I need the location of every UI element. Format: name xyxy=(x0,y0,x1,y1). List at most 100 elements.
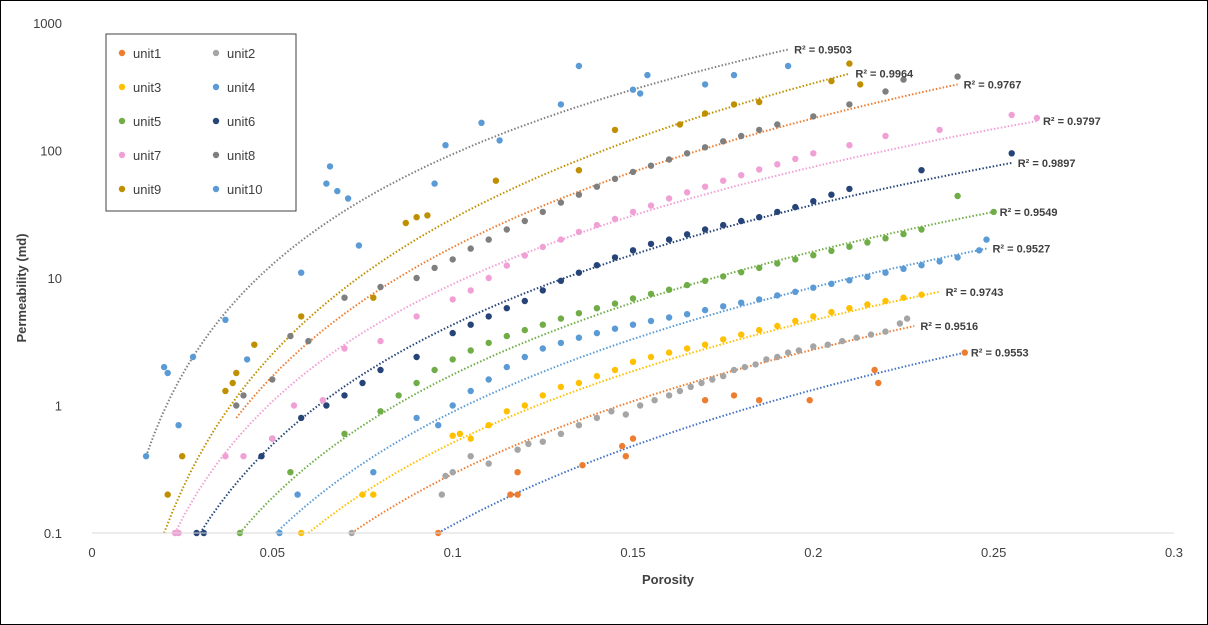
point-unit5 xyxy=(900,230,907,238)
point-unit4 xyxy=(449,402,456,409)
point-unit5 xyxy=(701,277,709,284)
point-unit2 xyxy=(557,430,565,437)
trendline-unit7 xyxy=(174,120,1038,534)
legend-marker-unit3 xyxy=(118,83,126,91)
y-axis-ticks: 0.1 1 10 100 1000 xyxy=(33,16,62,541)
point-unit5 xyxy=(413,379,420,387)
point-unit9 xyxy=(233,369,240,377)
point-unit7 xyxy=(846,142,853,149)
point-unit3 xyxy=(846,305,853,312)
point-unit10 xyxy=(784,62,792,70)
point-unit5 xyxy=(954,192,961,200)
point-unit6 xyxy=(521,297,528,305)
point-unit5 xyxy=(864,239,871,246)
point-unit7 xyxy=(701,183,709,190)
point-unit2 xyxy=(525,440,532,448)
legend-label-unit6: unit6 xyxy=(227,114,255,129)
y-tick-label: 1000 xyxy=(33,16,62,31)
point-unit6 xyxy=(683,231,691,238)
point-unit6 xyxy=(341,392,348,399)
point-unit4 xyxy=(485,376,492,383)
x-tick-label: 0 xyxy=(88,545,95,560)
point-unit9 xyxy=(251,341,258,348)
point-unit8 xyxy=(683,150,691,157)
point-unit2 xyxy=(442,472,449,480)
point-unit8 xyxy=(665,156,673,163)
point-unit6 xyxy=(539,287,546,294)
x-tick-label: 0.15 xyxy=(620,545,645,560)
trendline-unit6 xyxy=(199,161,1012,534)
point-unit1 xyxy=(875,379,882,387)
point-unit3 xyxy=(557,383,565,391)
trendline-unit2 xyxy=(351,325,915,534)
point-unit8 xyxy=(575,191,583,198)
point-unit8 xyxy=(557,199,565,206)
point-unit6 xyxy=(846,185,853,193)
r2-label-unit3: R² = 0.9743 xyxy=(946,287,1004,299)
x-tick-label: 0.2 xyxy=(804,545,822,560)
point-unit6 xyxy=(665,236,673,243)
x-tick-label: 0.1 xyxy=(444,545,462,560)
point-unit9 xyxy=(229,379,236,387)
point-unit9 xyxy=(575,167,583,174)
point-unit5 xyxy=(774,260,781,267)
point-unit1 xyxy=(507,491,514,498)
point-unit7 xyxy=(647,202,655,209)
point-unit10 xyxy=(164,369,171,377)
point-unit8 xyxy=(503,226,510,233)
point-unit3 xyxy=(593,372,601,380)
point-unit9 xyxy=(164,491,171,498)
legend-marker-unit5 xyxy=(118,117,126,125)
point-unit8 xyxy=(611,175,619,182)
point-unit3 xyxy=(539,392,546,399)
x-axis-ticks: 0 0.05 0.1 0.15 0.2 0.25 0.3 xyxy=(88,545,1183,560)
point-unit1 xyxy=(871,366,878,374)
point-unit6 xyxy=(918,167,925,174)
point-unit1 xyxy=(579,462,586,469)
point-unit7 xyxy=(720,177,727,184)
y-tick-label: 1 xyxy=(55,399,62,414)
point-unit10 xyxy=(431,180,438,187)
point-unit7 xyxy=(290,402,298,409)
point-unit1 xyxy=(629,435,637,442)
point-unit8 xyxy=(233,402,240,409)
point-unit4 xyxy=(294,491,301,498)
point-unit2 xyxy=(485,460,492,467)
point-unit5 xyxy=(341,430,348,437)
point-unit4 xyxy=(828,280,835,287)
point-unit8 xyxy=(647,162,655,169)
point-unit2 xyxy=(720,372,727,380)
point-unit6 xyxy=(1008,150,1015,157)
point-unit8 xyxy=(882,88,889,95)
point-unit3 xyxy=(449,432,456,439)
point-unit9 xyxy=(492,177,500,184)
point-unit6 xyxy=(774,208,781,216)
point-unit9 xyxy=(857,81,864,88)
point-unit2 xyxy=(709,376,716,383)
point-unit7 xyxy=(810,150,817,157)
y-tick-label: 0.1 xyxy=(44,526,62,541)
point-unit7 xyxy=(485,274,492,282)
point-unit9 xyxy=(611,126,619,134)
r2-label-unit9: R² = 0.9964 xyxy=(855,69,914,81)
point-unit9 xyxy=(298,313,305,320)
point-unit7 xyxy=(521,252,528,259)
point-unit4 xyxy=(900,265,907,272)
point-unit3 xyxy=(792,317,799,325)
point-unit5 xyxy=(521,326,528,334)
point-unit7 xyxy=(882,132,889,140)
point-unit7 xyxy=(683,189,691,196)
point-unit5 xyxy=(539,321,546,328)
trendline-unit8 xyxy=(235,83,958,419)
point-unit9 xyxy=(828,77,835,85)
point-unit2 xyxy=(593,414,601,422)
legend-marker-unit4 xyxy=(212,83,220,91)
point-unit8 xyxy=(377,283,384,291)
point-unit10 xyxy=(496,137,503,144)
data-points xyxy=(142,60,1041,537)
point-unit1 xyxy=(701,397,709,404)
point-unit5 xyxy=(503,332,510,340)
point-unit9 xyxy=(179,453,186,460)
point-unit8 xyxy=(810,113,817,120)
point-unit4 xyxy=(774,292,781,299)
